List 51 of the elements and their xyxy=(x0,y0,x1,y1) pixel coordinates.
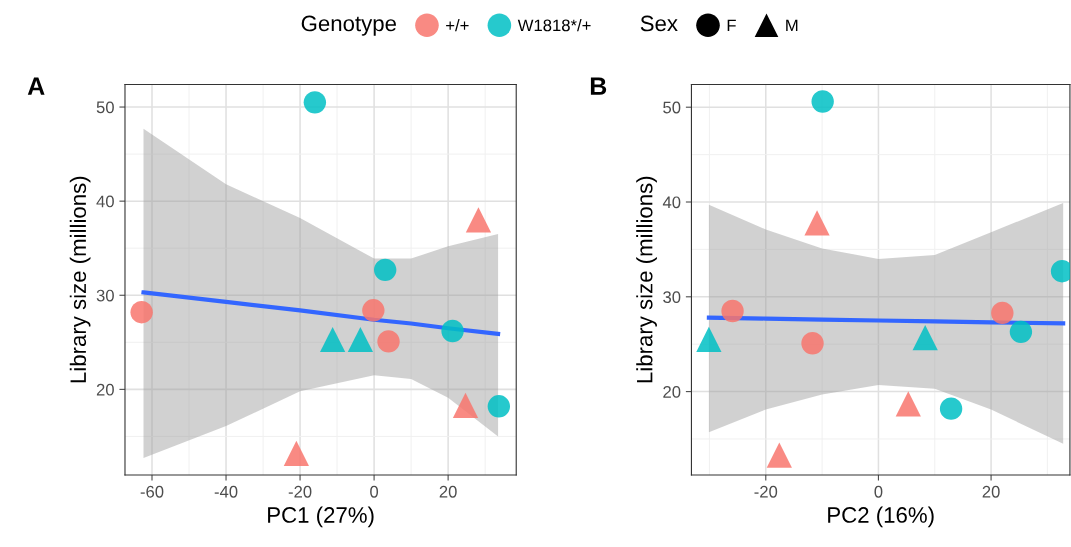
y-tick-label: 20 xyxy=(96,383,114,396)
point xyxy=(374,258,397,282)
x-tick-label: -40 xyxy=(214,485,238,498)
point xyxy=(377,330,400,353)
point xyxy=(696,326,722,353)
point xyxy=(804,210,830,236)
point xyxy=(303,91,327,114)
text: Sex xyxy=(640,15,678,32)
point xyxy=(347,326,374,353)
y-tick-label: 50 xyxy=(96,101,114,114)
text: Genotype xyxy=(301,15,396,36)
y-tick-label: 40 xyxy=(96,195,114,208)
x-tick-label: -60 xyxy=(140,485,164,498)
x-tick-label: 20 xyxy=(439,485,457,498)
point xyxy=(939,397,963,420)
x-tick-label: 0 xyxy=(874,485,883,498)
y-axis-title: Library size (millions) xyxy=(69,176,91,383)
point xyxy=(766,442,792,468)
y-tick-label: 20 xyxy=(663,386,681,398)
point xyxy=(895,391,921,417)
x-tick-label: -20 xyxy=(288,485,312,498)
point xyxy=(465,207,492,233)
legend-label: +/+ xyxy=(446,19,469,32)
y-tick-label: 40 xyxy=(662,196,681,209)
point xyxy=(320,326,346,353)
point xyxy=(452,392,479,418)
y-tick-label: 50 xyxy=(663,101,681,114)
point xyxy=(912,324,938,351)
point xyxy=(362,299,385,322)
legend-label: W1818*/+ xyxy=(517,19,591,32)
point xyxy=(487,395,511,418)
point xyxy=(991,301,1014,325)
point xyxy=(1009,320,1033,344)
x-axis-title: PC2 (16%) xyxy=(828,506,934,528)
point xyxy=(441,319,464,343)
y-tick-label: 30 xyxy=(96,289,114,302)
point xyxy=(811,90,834,113)
x-tick-label: -20 xyxy=(754,485,778,498)
x-tick-label: 20 xyxy=(982,485,1000,498)
point xyxy=(283,440,309,466)
y-axis-title: Library size (millions) xyxy=(636,176,657,383)
x-axis-title: PC1 (27%) xyxy=(268,506,374,528)
y-tick-label: 30 xyxy=(663,291,681,303)
chart-title: B xyxy=(590,77,607,95)
point xyxy=(801,332,824,355)
legend-label: M xyxy=(786,19,798,32)
x-tick-label: 0 xyxy=(370,485,379,498)
chart-title: A xyxy=(27,77,45,95)
legend-label: F xyxy=(727,19,736,32)
point xyxy=(721,299,744,323)
point xyxy=(130,301,153,324)
